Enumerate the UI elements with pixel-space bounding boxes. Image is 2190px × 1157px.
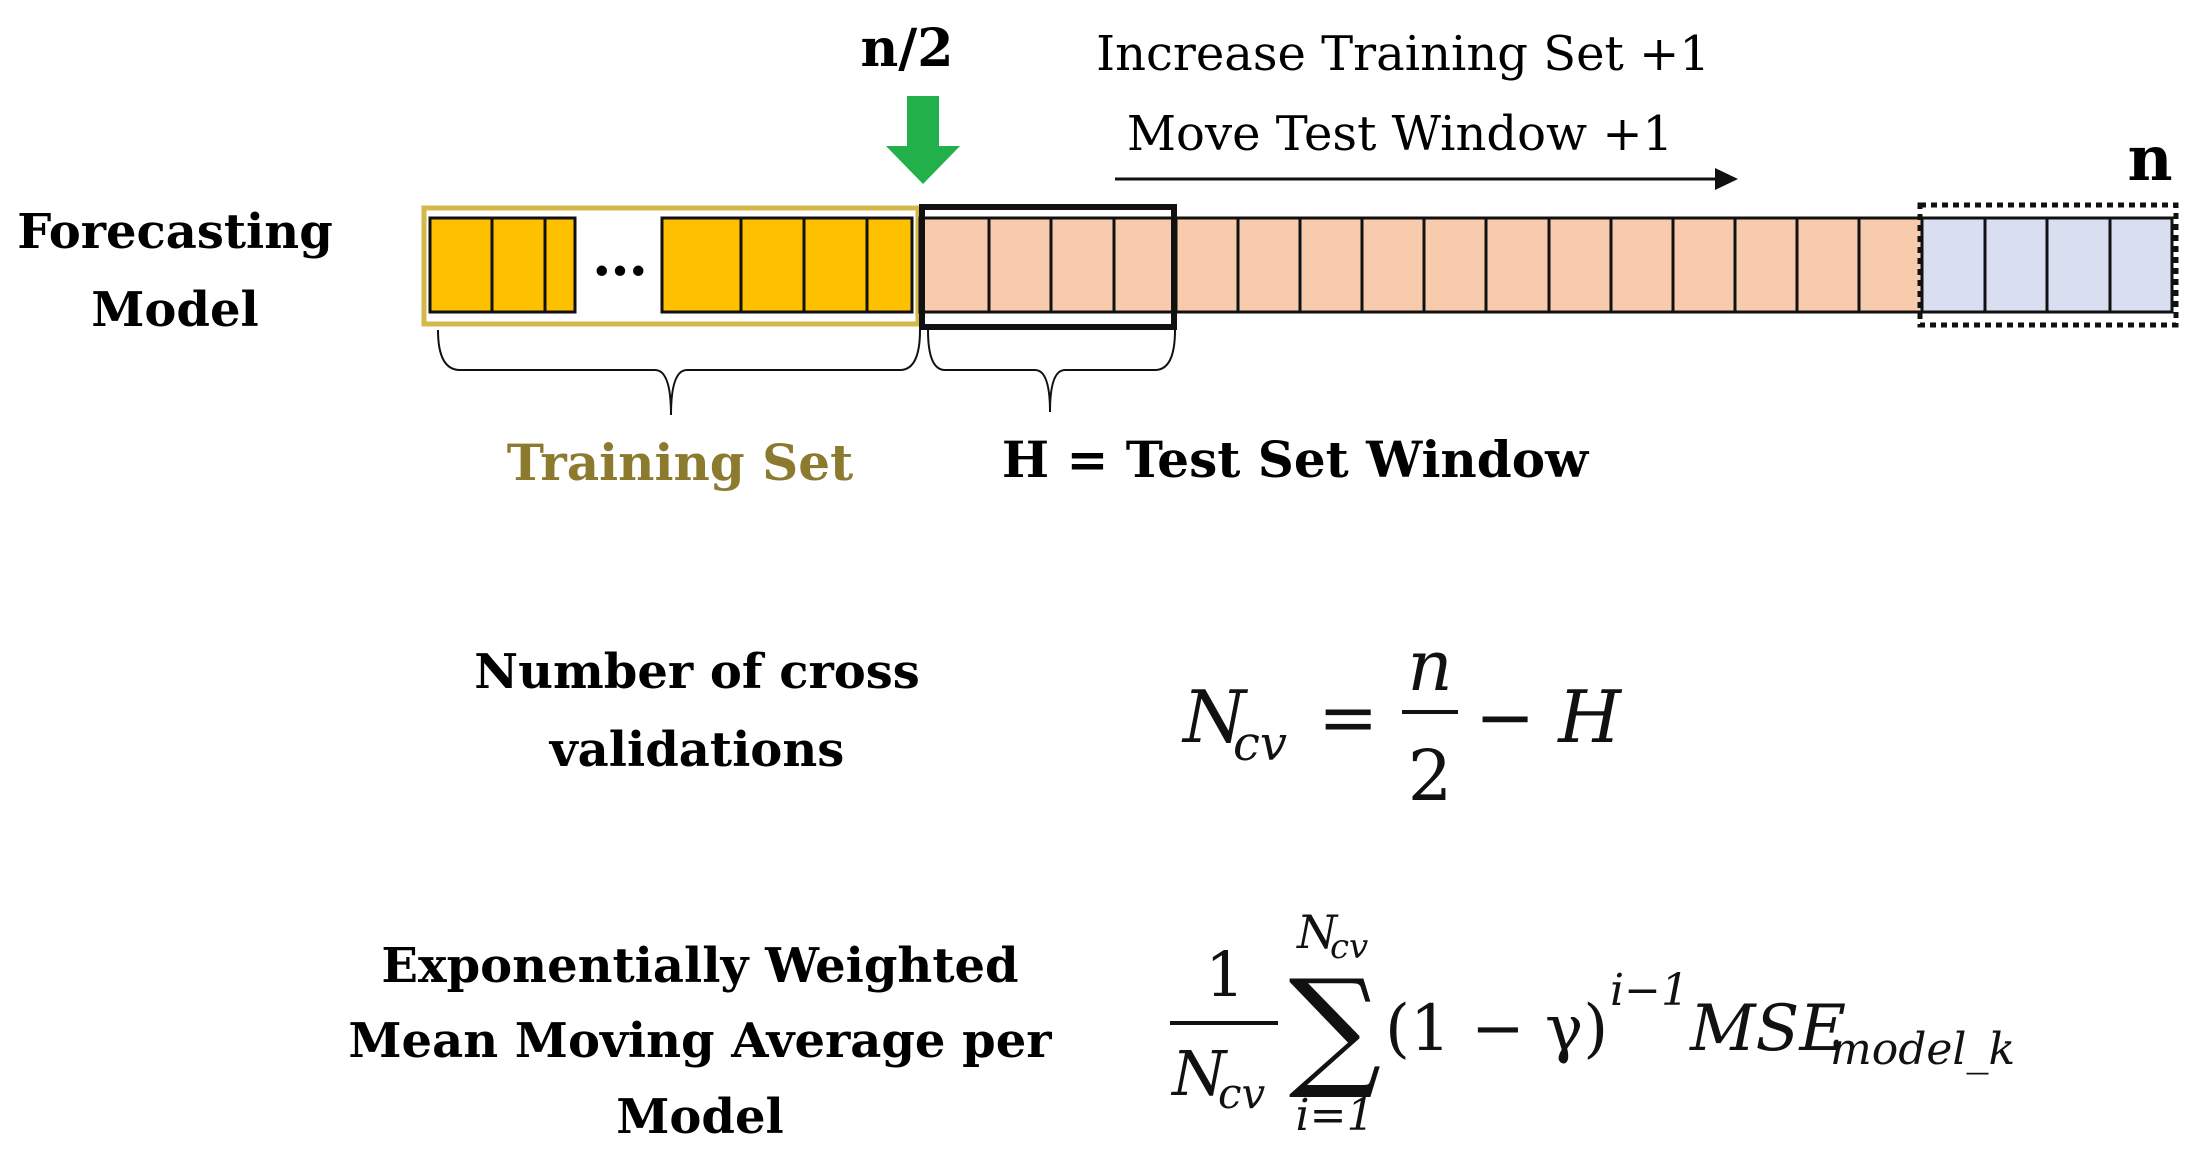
step-arrow-head: [1715, 168, 1738, 190]
ewma-formula-top: N: [1296, 905, 1339, 959]
step-label-line1: Increase Training Set +1: [1096, 26, 1710, 82]
step-label-line2: Move Test Window +1: [1127, 106, 1673, 162]
training-cells-left: [428, 216, 577, 314]
ewma-label-line3: Model: [616, 1089, 783, 1145]
ncv-formula-lhs: N: [1181, 675, 1249, 759]
ewma-formula-mse-sub: model_k: [1830, 1024, 2015, 1075]
test-cells: [918, 216, 1924, 314]
training-set-label: Training Set: [507, 433, 853, 492]
test-window-label: H = Test Set Window: [1002, 430, 1590, 489]
test-window-outline: [919, 204, 1177, 330]
future-cells: [1920, 216, 2174, 314]
ewma-formula-bottom: i=1: [1296, 1090, 1375, 1141]
ewma-formula-body: (1 − γ): [1385, 992, 1608, 1066]
ewma-formula: 1 N cv ∑ N cv i=1 (1 − γ) i−1 MSE model_…: [1170, 905, 2015, 1141]
half-marker-arrow: [886, 96, 960, 184]
ewma-label-line1: Exponentially Weighted: [381, 938, 1018, 994]
ellipsis: …: [592, 223, 648, 289]
ncv-label-line2: validations: [549, 722, 844, 778]
ncv-formula: N cv = n 2 − H: [1181, 625, 1622, 817]
ewma-formula-sigma: ∑: [1289, 951, 1382, 1103]
training-cells-right: [660, 216, 914, 314]
model-label-line1: Forecasting: [17, 204, 333, 260]
ewma-formula-den: N: [1170, 1037, 1229, 1110]
ncv-formula-den: 2: [1408, 735, 1453, 817]
ewma-formula-top-sub: cv: [1330, 927, 1368, 967]
training-set-outline: [421, 205, 921, 327]
ewma-formula-one: 1: [1205, 938, 1244, 1011]
ncv-formula-rest: − H: [1475, 675, 1622, 759]
ewma-label-line2: Mean Moving Average per: [348, 1013, 1052, 1069]
ewma-formula-den-sub: cv: [1218, 1069, 1266, 1118]
training-brace: [437, 329, 921, 416]
model-label-line2: Model: [91, 282, 258, 338]
test-brace: [927, 329, 1176, 413]
ncv-formula-num: n: [1407, 625, 1452, 707]
end-marker-label: n: [2127, 122, 2172, 195]
half-marker-label: n/2: [861, 18, 954, 79]
ewma-formula-mse: MSE: [1689, 992, 1846, 1066]
ncv-formula-lhs-sub: cv: [1233, 716, 1287, 772]
ncv-label-line1: Number of cross: [474, 644, 920, 700]
ncv-formula-eq: =: [1318, 675, 1378, 759]
ewma-formula-exp: i−1: [1610, 965, 1689, 1016]
